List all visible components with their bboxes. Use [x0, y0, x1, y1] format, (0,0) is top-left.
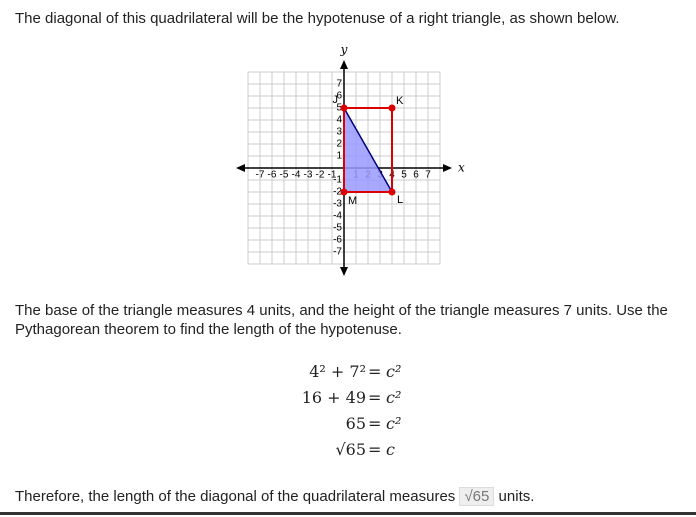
- unit: units.: [498, 488, 535, 505]
- x-axis-label: x: [458, 161, 465, 175]
- equation-lhs: 4² + 7²: [309, 362, 366, 381]
- equation-lhs: 16 + 49: [301, 388, 366, 407]
- bottom-border: [0, 512, 696, 515]
- vertex-label: J: [333, 94, 339, 106]
- x-tick-label: 5: [401, 170, 407, 181]
- y-tick-label: 3: [336, 127, 342, 138]
- vertex: [388, 104, 396, 112]
- conclusion-text: Therefore, the length of the diagonal of…: [15, 488, 456, 505]
- y-tick-label: 2: [336, 139, 342, 150]
- answer-box: √65: [459, 487, 495, 506]
- equation-rhs: c²: [386, 362, 402, 381]
- equation-rhs: c: [386, 440, 395, 459]
- y-tick-label: -2: [333, 187, 342, 198]
- equation-eq: =: [368, 440, 382, 459]
- y-tick-label: -5: [333, 223, 342, 234]
- hypotenuse: [343, 107, 393, 193]
- x-tick-label: -4: [292, 170, 301, 181]
- x-tick-label: -2: [316, 170, 325, 181]
- x-tick-label: -5: [280, 170, 289, 181]
- vertex-label: K: [396, 95, 404, 107]
- coordinate-graph: xy-7-6-5-4-3-2-112345677654321-1-2-3-4-5…: [236, 43, 465, 276]
- y-tick-label: 1: [336, 151, 342, 162]
- x-tick-label: -7: [256, 170, 265, 181]
- x-tick-label: -6: [268, 170, 277, 181]
- conclusion: Therefore, the length of the diagonal of…: [15, 487, 680, 506]
- x-tick-label: -1: [328, 170, 337, 181]
- equation: 4² + 7² = c²: [0, 362, 696, 386]
- equation-rhs: c²: [386, 388, 402, 407]
- intro: The diagonal of this quadrilateral will …: [15, 10, 620, 27]
- equation-eq: =: [368, 388, 382, 407]
- equation: 16 + 49 = c²: [0, 388, 696, 412]
- y-tick-label: -3: [333, 199, 342, 210]
- x-tick-label: -3: [304, 170, 313, 181]
- y-tick-label: -6: [333, 235, 342, 246]
- y-axis-label: y: [340, 43, 348, 57]
- y-tick-label: 7: [336, 79, 342, 90]
- x-tick-label: 6: [413, 170, 419, 181]
- explanation: The base of the triangle measures 4 unit…: [15, 302, 668, 338]
- vertex-label: M: [348, 195, 357, 207]
- equation-eq: =: [368, 362, 382, 381]
- equation: 65 = c²: [0, 414, 696, 438]
- equation: √65 = c: [0, 440, 696, 464]
- equation-eq: =: [368, 414, 382, 433]
- vertex: [340, 104, 348, 112]
- x-tick-label: 7: [425, 170, 431, 181]
- y-tick-label: -7: [333, 247, 342, 258]
- y-tick-label: -1: [333, 175, 342, 186]
- y-tick-label: 5: [336, 103, 342, 114]
- equation-lhs: √65: [335, 440, 366, 459]
- y-tick-label: 6: [336, 91, 342, 102]
- vertex: [340, 188, 348, 196]
- equation-rhs: c²: [386, 414, 402, 433]
- vertex: [388, 188, 396, 196]
- equation-lhs: 65: [345, 414, 366, 433]
- y-tick-label: 4: [336, 115, 342, 126]
- vertex-label: L: [397, 194, 403, 206]
- y-tick-label: -4: [333, 211, 342, 222]
